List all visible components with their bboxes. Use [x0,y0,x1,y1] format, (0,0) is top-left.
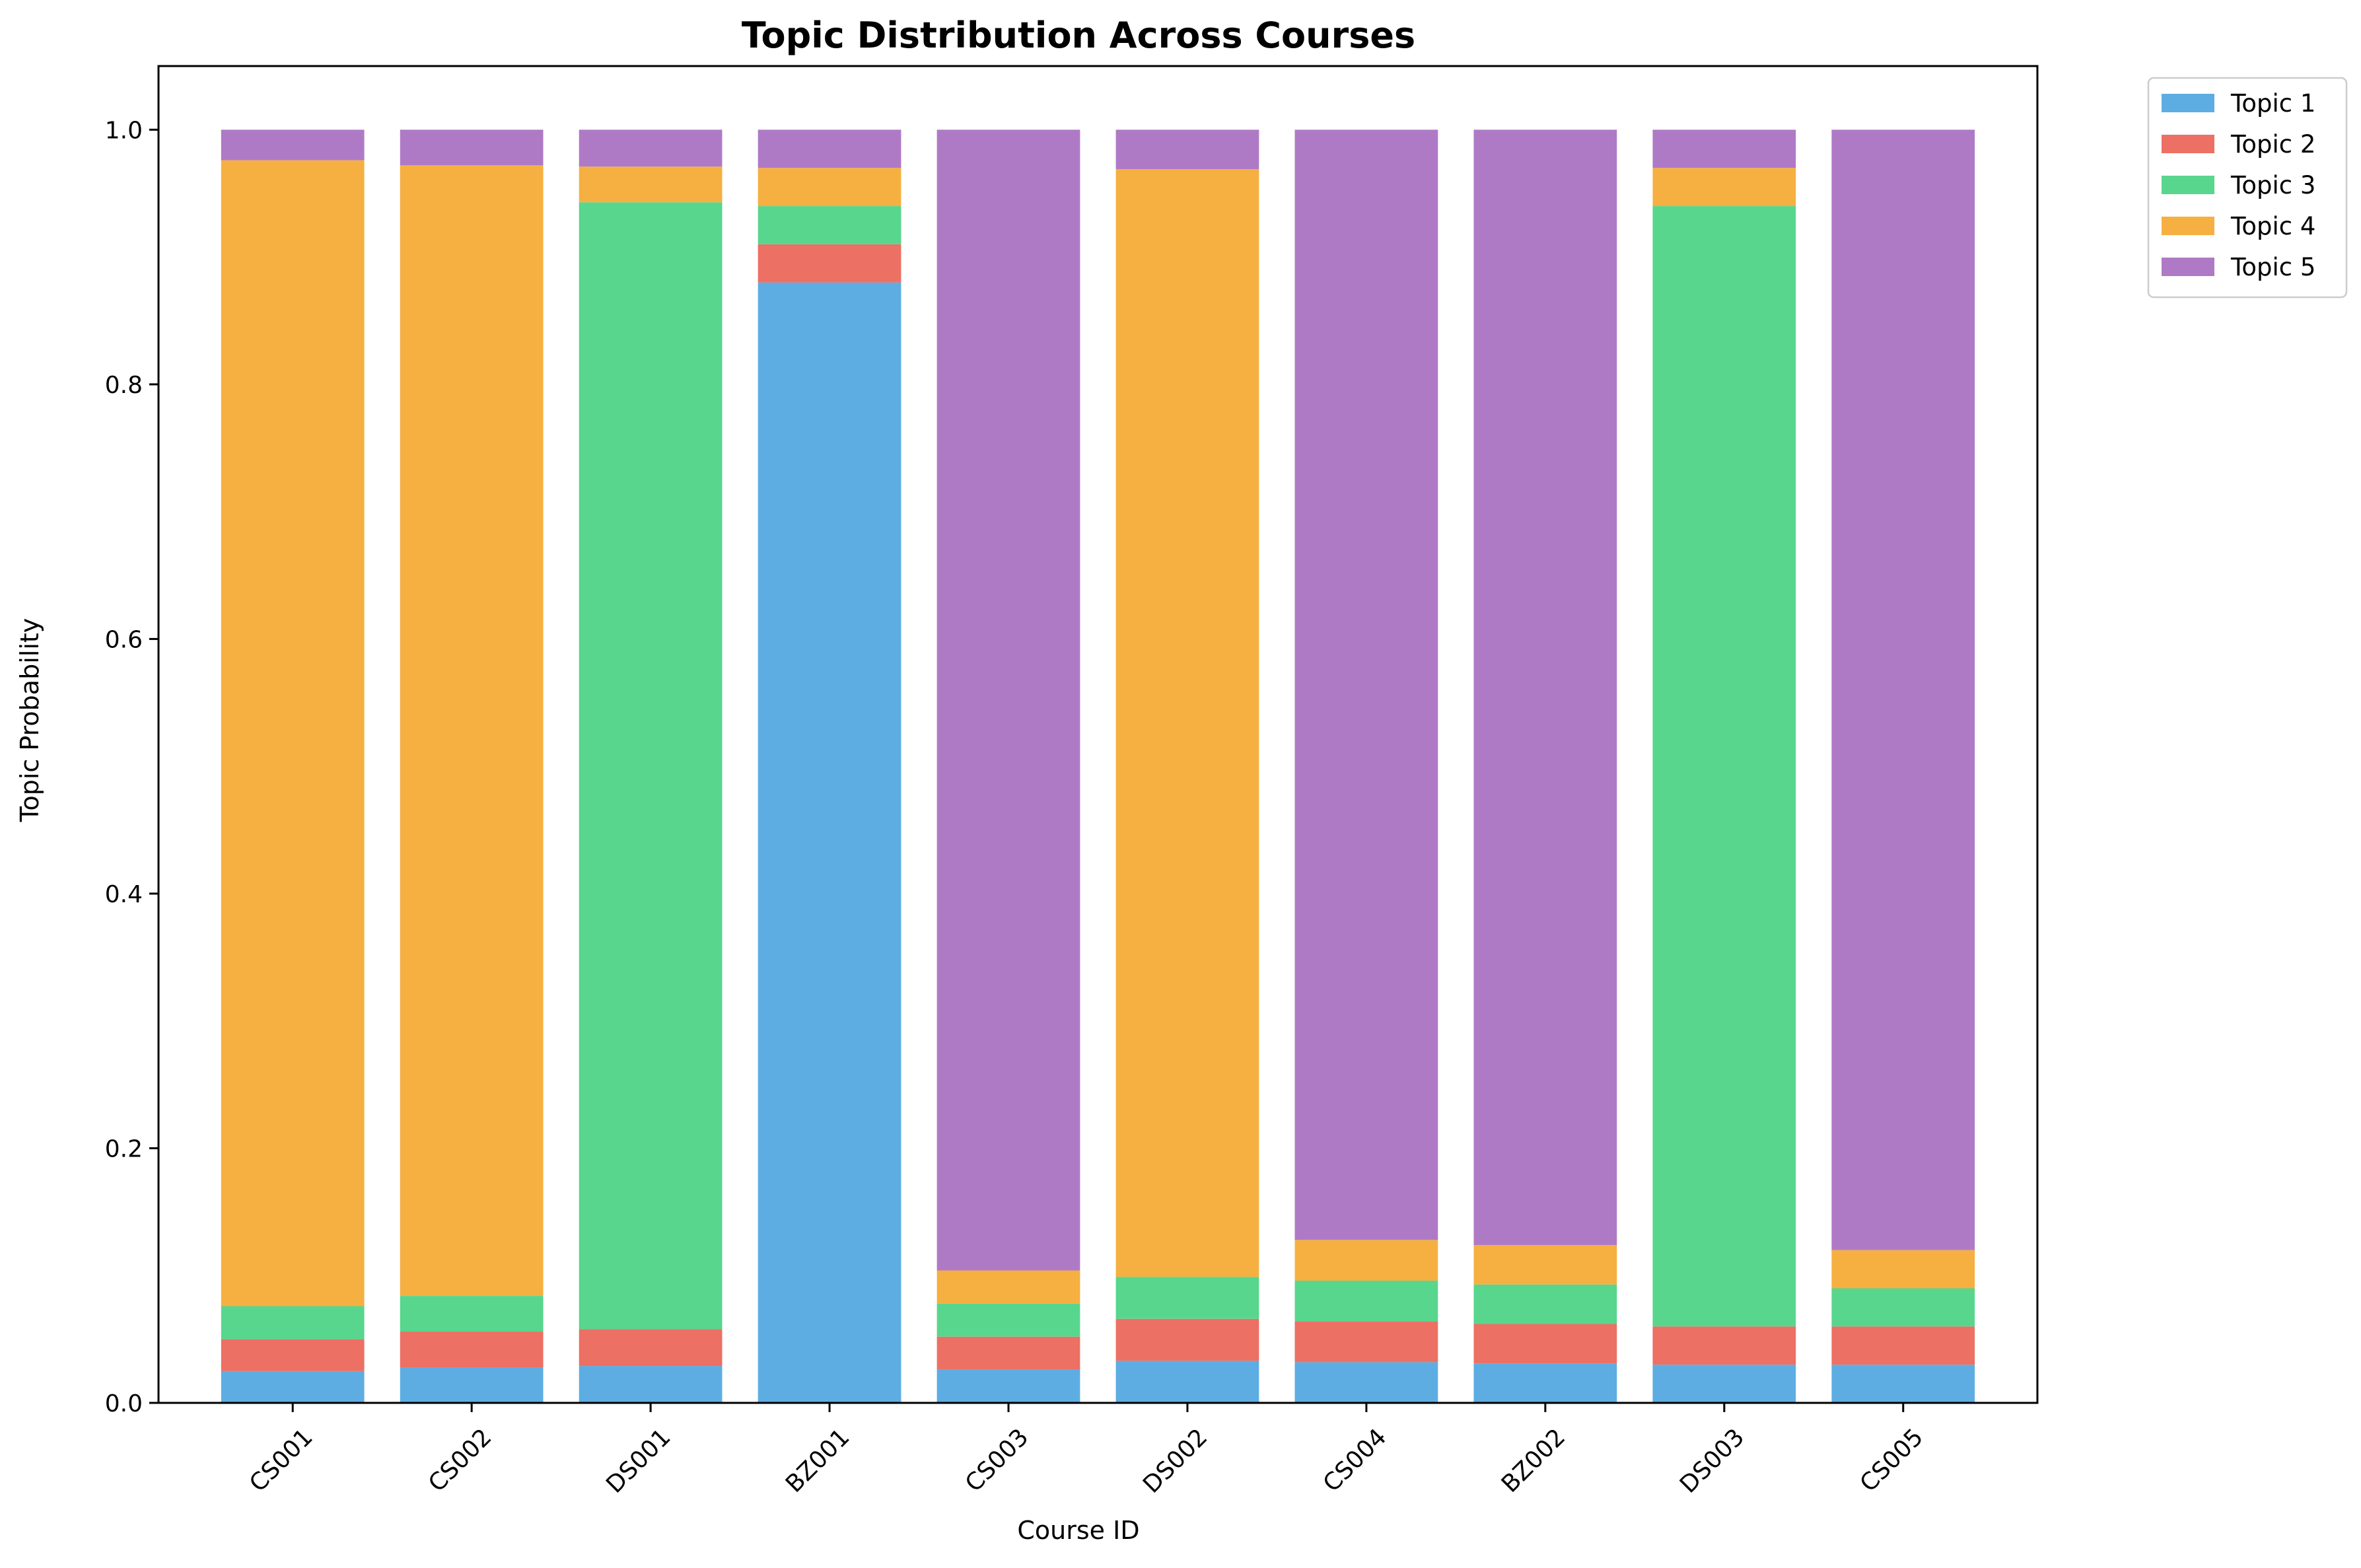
bar-bz001-topic-3 [758,206,901,244]
bar-cs002-topic-5 [400,129,544,166]
chart-title: Topic Distribution Across Courses [742,15,1415,56]
bar-cs002-topic-4 [400,165,544,1297]
legend-label-topic-3: Topic 3 [2230,171,2315,199]
bar-ds003-topic-3 [1652,206,1796,1327]
bar-bz001-topic-5 [758,129,901,168]
bar-cs003-topic-4 [936,1270,1080,1304]
legend: Topic 1 Topic 2 Topic 3 Topic 4 Topic 5 [2147,77,2348,299]
bar-ds002-topic-5 [1115,129,1259,170]
legend-swatch-topic-1 [2162,94,2214,112]
y-tick-label: 0.4 [105,881,143,908]
legend-swatch-topic-2 [2162,135,2214,153]
bar-cs001-topic-3 [221,1306,365,1339]
bar-ds001-topic-1 [579,1366,722,1403]
bar-cs005-topic-4 [1831,1250,1975,1289]
bar-ds003-topic-4 [1652,168,1796,207]
x-axis-label: Course ID [1017,1516,1139,1545]
legend-swatch-topic-3 [2162,176,2214,194]
bar-cs005-topic-3 [1831,1288,1975,1327]
bar-cs004-topic-4 [1294,1240,1438,1281]
bar-cs001-topic-5 [221,129,365,160]
bar-ds001-topic-3 [579,202,722,1330]
y-tick-label: 0.2 [105,1135,143,1162]
bar-ds003-topic-1 [1652,1365,1796,1403]
bar-cs003-topic-3 [936,1303,1080,1337]
bar-bz002-topic-2 [1473,1324,1617,1364]
bar-ds001-topic-2 [579,1329,722,1367]
bars-layer [221,129,1975,1404]
bar-bz001-topic-2 [758,244,901,283]
bar-cs002-topic-3 [400,1296,544,1332]
bar-cs004-topic-3 [1294,1280,1438,1322]
bar-ds003-topic-2 [1652,1326,1796,1365]
legend-swatch-topic-5 [2162,258,2214,276]
bar-cs003-topic-1 [936,1369,1080,1403]
bar-ds001-topic-5 [579,129,722,167]
legend-label-topic-5: Topic 5 [2230,253,2315,281]
bar-bz002-topic-5 [1473,129,1617,1245]
bar-bz001-topic-1 [758,282,901,1404]
legend-swatch-topic-4 [2162,217,2214,235]
bar-cs001-topic-4 [221,160,365,1306]
bar-cs005-topic-1 [1831,1365,1975,1403]
bar-ds002-topic-4 [1115,169,1259,1277]
bar-cs004-topic-2 [1294,1321,1438,1363]
legend-box [2147,77,2348,299]
y-tick-label: 0.0 [105,1390,143,1417]
legend-label-topic-2: Topic 2 [2230,130,2315,159]
bar-cs003-topic-2 [936,1336,1080,1370]
y-tick-label: 0.6 [105,626,143,653]
bar-bz002-topic-1 [1473,1363,1617,1403]
bar-cs003-topic-5 [936,129,1080,1271]
legend-label-topic-1: Topic 1 [2230,89,2315,118]
y-axis-label: Topic Probability [15,618,44,823]
legend-label-topic-4: Topic 4 [2230,212,2315,240]
plot-frame [157,65,2039,1404]
bar-cs001-topic-1 [221,1371,365,1403]
bar-cs005-topic-2 [1831,1326,1975,1365]
bar-ds002-topic-3 [1115,1277,1259,1319]
bar-cs001-topic-2 [221,1339,365,1371]
bar-bz002-topic-4 [1473,1244,1617,1285]
bar-bz001-topic-4 [758,168,901,207]
bar-bz002-topic-3 [1473,1284,1617,1324]
bar-cs005-topic-5 [1831,129,1975,1250]
bar-ds003-topic-5 [1652,129,1796,168]
bar-ds001-topic-4 [579,166,722,203]
bar-ds002-topic-1 [1115,1361,1259,1403]
y-tick-label: 0.8 [105,372,143,399]
bar-cs002-topic-1 [400,1367,544,1403]
bar-ds002-topic-2 [1115,1318,1259,1361]
bar-cs004-topic-5 [1294,129,1438,1240]
bar-cs002-topic-2 [400,1332,544,1368]
bar-cs004-topic-1 [1294,1362,1438,1403]
y-tick-label: 1.0 [105,117,143,144]
